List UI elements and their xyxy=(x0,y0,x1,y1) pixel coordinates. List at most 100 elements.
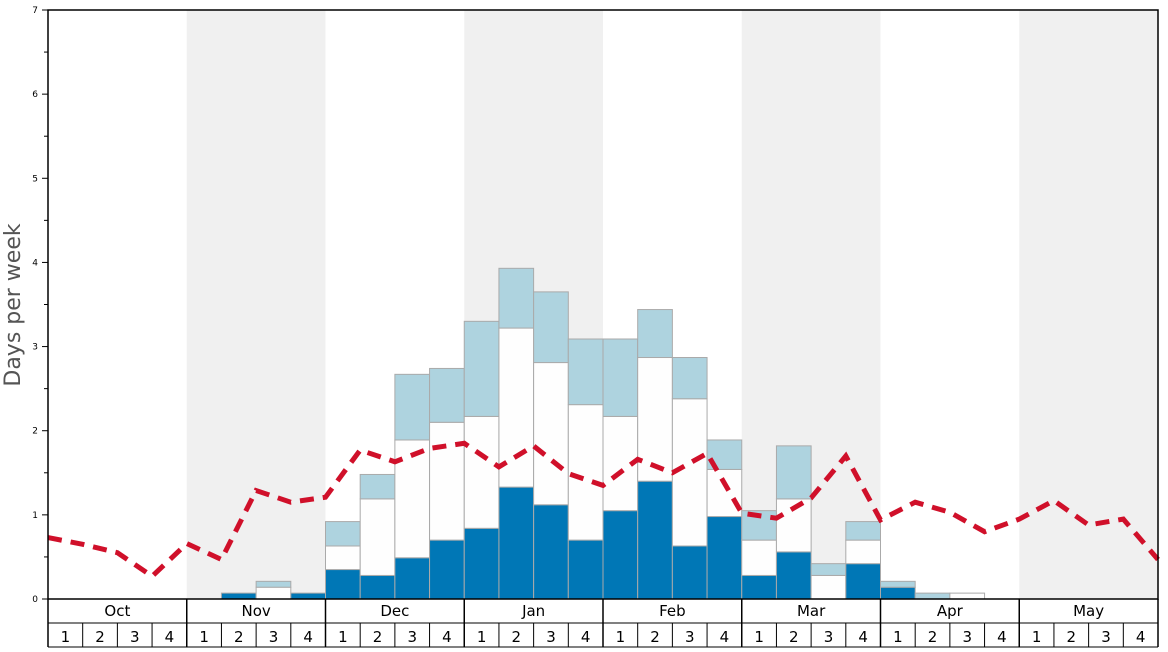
bar-dark xyxy=(637,480,673,600)
bar-light xyxy=(602,338,639,417)
bar-light xyxy=(637,309,673,359)
y-tick-label: 6 xyxy=(32,90,38,100)
bar-light xyxy=(671,357,708,400)
bar-dark xyxy=(220,592,257,600)
bar-dark xyxy=(290,592,326,600)
bar-dark xyxy=(567,539,604,600)
bar-light xyxy=(498,267,535,329)
week-label: 2 xyxy=(928,628,938,646)
month-label-feb: Feb xyxy=(659,602,686,620)
week-label: 3 xyxy=(546,628,556,646)
y-axis-label: Days per week xyxy=(1,223,26,386)
bar-light xyxy=(845,521,881,541)
y-tick-label: 0 xyxy=(32,595,38,605)
week-label: 3 xyxy=(962,628,972,646)
average-line xyxy=(47,440,1160,580)
bar-white xyxy=(741,539,777,576)
week-label: 4 xyxy=(303,628,313,646)
month-label-jan: Jan xyxy=(521,602,545,620)
bar-dark xyxy=(359,574,396,600)
week-label: 2 xyxy=(650,628,660,646)
bar-white xyxy=(325,545,361,571)
week-label: 1 xyxy=(199,628,209,646)
bar-dark xyxy=(706,516,743,600)
week-label: 4 xyxy=(1136,628,1146,646)
bar-light xyxy=(914,592,951,600)
week-label: 1 xyxy=(754,628,764,646)
bar-white xyxy=(533,362,569,506)
bar-dark xyxy=(845,563,881,600)
bar-white xyxy=(255,586,292,600)
bar-dark xyxy=(394,557,431,600)
month-label-may: May xyxy=(1073,602,1104,620)
week-label: 2 xyxy=(234,628,244,646)
week-label: 3 xyxy=(269,628,279,646)
month-label-nov: Nov xyxy=(241,602,270,620)
bar-dark xyxy=(498,486,535,600)
bar-dark xyxy=(463,527,500,600)
bar-dark xyxy=(741,574,777,600)
bar-white xyxy=(429,421,465,541)
month-label-mar: Mar xyxy=(797,602,826,620)
bar-light xyxy=(533,291,569,364)
y-tick-label: 4 xyxy=(32,258,38,268)
y-tick-label: 7 xyxy=(32,6,38,16)
month-band-may xyxy=(1019,10,1158,599)
week-label: 1 xyxy=(477,628,487,646)
week-label: 1 xyxy=(1032,628,1042,646)
week-label: 1 xyxy=(616,628,626,646)
week-label: 4 xyxy=(858,628,868,646)
week-label: 2 xyxy=(95,628,105,646)
bar-white xyxy=(810,574,847,600)
bar-white xyxy=(498,327,535,488)
bar-dark xyxy=(325,569,361,600)
week-label: 3 xyxy=(407,628,417,646)
week-label: 3 xyxy=(130,628,140,646)
bar-light xyxy=(463,320,500,417)
y-tick-label: 5 xyxy=(32,174,38,184)
bar-dark xyxy=(429,539,465,600)
week-label: 4 xyxy=(442,628,452,646)
bar-dark xyxy=(880,586,916,600)
y-tick-label: 1 xyxy=(32,511,38,521)
month-label-dec: Dec xyxy=(380,602,409,620)
bar-light xyxy=(255,580,292,588)
bar-light xyxy=(394,373,431,441)
y-tick-label: 3 xyxy=(32,343,38,353)
bar-light xyxy=(325,521,361,547)
week-label: 3 xyxy=(685,628,695,646)
week-label: 2 xyxy=(1067,628,1077,646)
week-label: 2 xyxy=(789,628,799,646)
bar-white xyxy=(845,539,881,565)
bar-dark xyxy=(671,545,708,600)
bar-light xyxy=(429,367,465,423)
bar-dark xyxy=(775,551,812,600)
week-label: 2 xyxy=(373,628,383,646)
week-label: 4 xyxy=(997,628,1007,646)
month-label-oct: Oct xyxy=(104,602,130,620)
week-label: 3 xyxy=(824,628,834,646)
bar-white xyxy=(359,498,396,576)
y-tick-label: 2 xyxy=(32,427,38,437)
bar-light xyxy=(359,473,396,500)
week-label: 1 xyxy=(61,628,71,646)
bar-white xyxy=(949,592,986,600)
bar-light xyxy=(810,563,847,576)
bar-light xyxy=(567,338,604,406)
week-label: 1 xyxy=(893,628,903,646)
week-label: 3 xyxy=(1101,628,1111,646)
week-label: 4 xyxy=(581,628,591,646)
bar-light xyxy=(880,580,916,588)
month-label-apr: Apr xyxy=(937,602,964,620)
bar-light xyxy=(775,445,812,500)
bar-white xyxy=(463,415,500,529)
bar-dark xyxy=(602,510,639,600)
month-band-nov xyxy=(186,10,326,599)
week-label: 4 xyxy=(720,628,730,646)
week-label: 1 xyxy=(338,628,348,646)
bar-white xyxy=(637,357,673,482)
bar-white xyxy=(706,468,743,518)
bar-white xyxy=(567,404,604,541)
week-label: 2 xyxy=(512,628,522,646)
